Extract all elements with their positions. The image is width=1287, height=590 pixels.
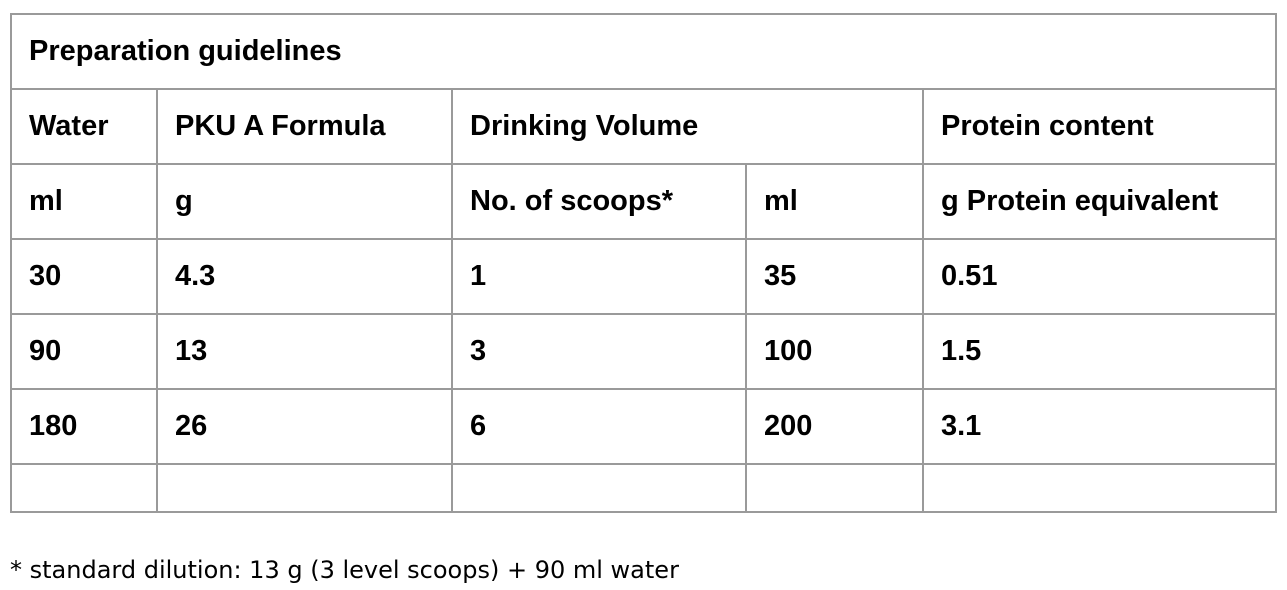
empty-table-row [10, 463, 1277, 513]
empty-cell [10, 463, 158, 513]
empty-cell [156, 463, 453, 513]
cell-volume: 35 [745, 238, 924, 315]
cell-protein: 0.51 [922, 238, 1277, 315]
cell-protein: 1.5 [922, 313, 1277, 390]
header-drinking-volume: Drinking Volume [451, 88, 924, 165]
cell-scoops: 6 [451, 388, 747, 465]
unit-protein: g Protein equivalent [922, 163, 1277, 240]
table-row: 30 4.3 1 35 0.51 [10, 238, 1277, 315]
unit-scoops: No. of scoops* [451, 163, 747, 240]
cell-protein: 3.1 [922, 388, 1277, 465]
empty-cell [451, 463, 747, 513]
table-row: 180 26 6 200 3.1 [10, 388, 1277, 465]
table-units-row: ml g No. of scoops* ml g Protein equival… [10, 163, 1277, 240]
table-header-row: Water PKU A Formula Drinking Volume Prot… [10, 88, 1277, 165]
footnote: * standard dilution: 13 g (3 level scoop… [10, 556, 679, 584]
table-title: Preparation guidelines [10, 13, 1277, 90]
unit-water: ml [10, 163, 158, 240]
cell-formula: 13 [156, 313, 453, 390]
cell-water: 30 [10, 238, 158, 315]
cell-volume: 100 [745, 313, 924, 390]
unit-formula: g [156, 163, 453, 240]
cell-water: 180 [10, 388, 158, 465]
empty-cell [922, 463, 1277, 513]
cell-formula: 26 [156, 388, 453, 465]
cell-volume: 200 [745, 388, 924, 465]
cell-scoops: 3 [451, 313, 747, 390]
preparation-guidelines-table: Preparation guidelines Water PKU A Formu… [10, 13, 1277, 513]
table-row: 90 13 3 100 1.5 [10, 313, 1277, 390]
header-protein-content: Protein content [922, 88, 1277, 165]
header-formula: PKU A Formula [156, 88, 453, 165]
unit-volume: ml [745, 163, 924, 240]
cell-formula: 4.3 [156, 238, 453, 315]
cell-water: 90 [10, 313, 158, 390]
header-water: Water [10, 88, 158, 165]
empty-cell [745, 463, 924, 513]
table-title-row: Preparation guidelines [10, 13, 1277, 90]
cell-scoops: 1 [451, 238, 747, 315]
